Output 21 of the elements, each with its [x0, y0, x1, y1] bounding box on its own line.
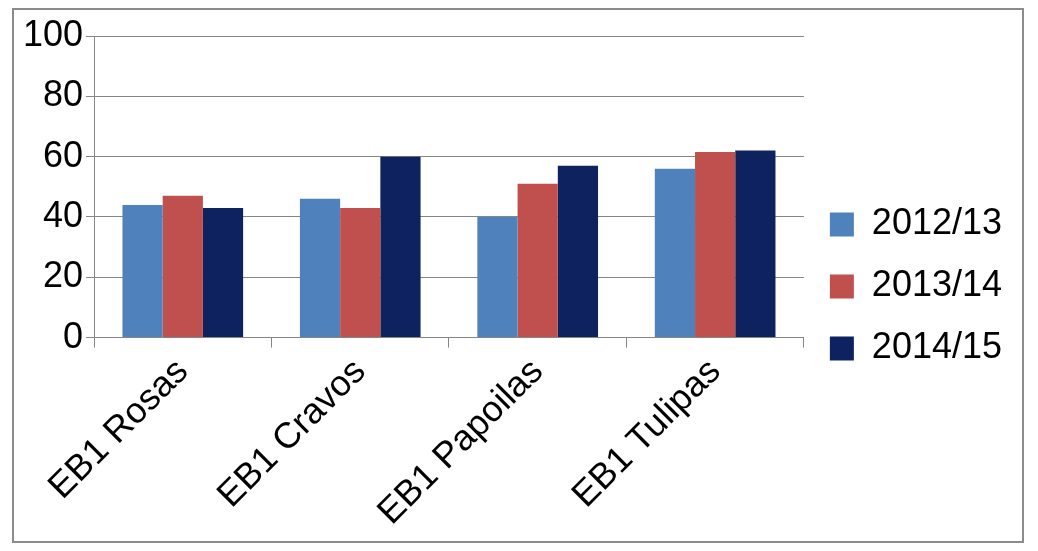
y-tick-label: 100: [22, 12, 84, 54]
bar: [695, 152, 736, 338]
bar: [380, 156, 421, 338]
bar: [162, 195, 203, 338]
bar: [299, 198, 341, 338]
bar: [517, 183, 558, 338]
y-tick-label: 20: [43, 254, 84, 296]
bar: [477, 216, 518, 338]
bar: [735, 150, 776, 338]
y-tick-label: 60: [43, 133, 84, 175]
y-tick-label: 0: [63, 314, 84, 356]
bar: [202, 207, 244, 338]
bar: [557, 165, 599, 338]
legend-label: 2013/14: [871, 263, 1003, 305]
legend-label: 2012/13: [871, 201, 1003, 243]
y-tick-label: 40: [43, 193, 84, 235]
bar: [654, 168, 696, 338]
y-tick-label: 80: [43, 73, 84, 115]
bar: [122, 204, 163, 338]
bar: [340, 207, 381, 338]
legend-label: 2014/15: [871, 325, 1003, 367]
